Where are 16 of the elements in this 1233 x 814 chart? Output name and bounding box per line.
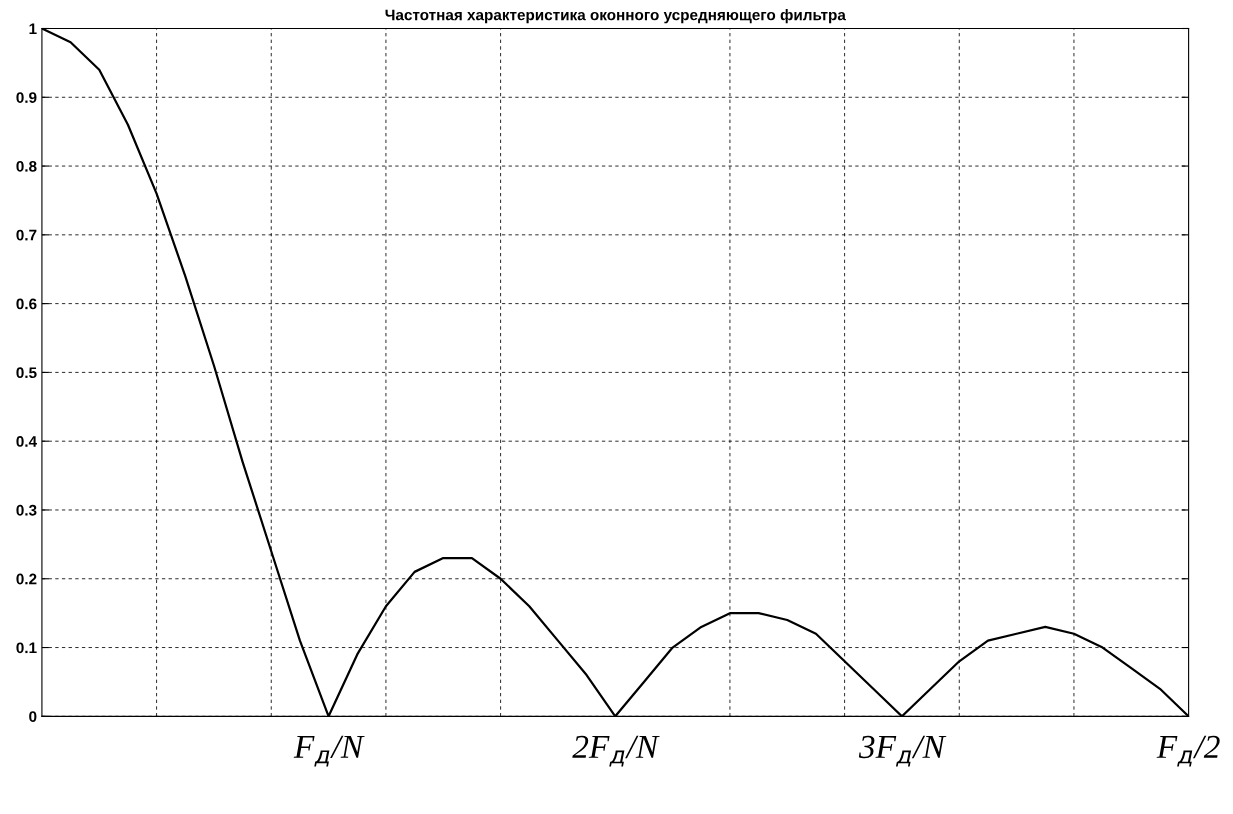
y-tick-label: 0.8	[16, 160, 37, 172]
x-tick-label: F$_{д}$/N	[293, 735, 365, 767]
y-tick-label: 0.7	[16, 229, 37, 241]
y-tick-label: 0.9	[16, 92, 37, 103]
x-tick-label: 2F$_{д}$/N	[572, 735, 660, 767]
x-tick-label: F$_{д}$/2	[1156, 735, 1220, 767]
y-tick-label: 0.3	[16, 504, 37, 516]
y-tick-label: 1	[29, 23, 37, 35]
y-tick-label: 0.2	[16, 573, 37, 585]
y-tick-label: 0.5	[16, 367, 37, 379]
y-tick-label: 0.1	[16, 642, 37, 654]
y-tick-label: 0.4	[16, 436, 37, 447]
x-tick-label: 3F$_{д}$/N	[858, 735, 947, 767]
y-tick-label: 0.6	[16, 298, 37, 310]
chart-title: Частотная характеристика оконного усредняющего фильтра	[385, 9, 846, 24]
y-tick-label: 0	[29, 711, 37, 723]
